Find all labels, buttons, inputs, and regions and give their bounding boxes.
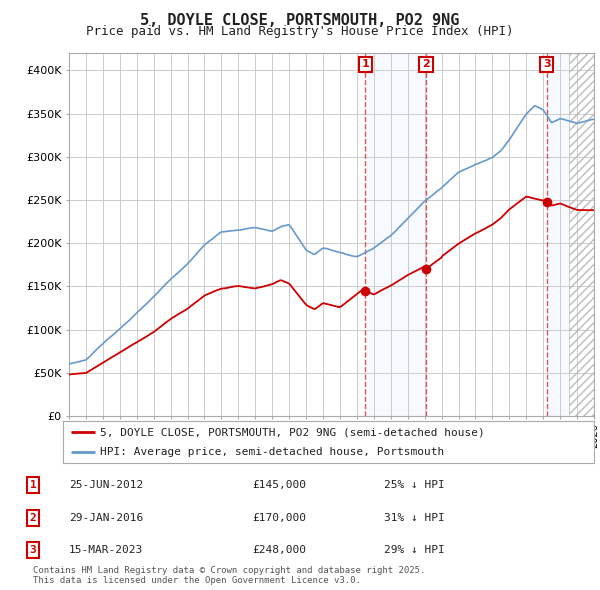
Text: Price paid vs. HM Land Registry's House Price Index (HPI): Price paid vs. HM Land Registry's House …: [86, 25, 514, 38]
Text: 1: 1: [29, 480, 37, 490]
Text: 25% ↓ HPI: 25% ↓ HPI: [384, 480, 445, 490]
Bar: [569, 53, 594, 416]
Text: 1: 1: [361, 60, 369, 70]
Text: 2: 2: [29, 513, 37, 523]
Text: HPI: Average price, semi-detached house, Portsmouth: HPI: Average price, semi-detached house,…: [100, 447, 445, 457]
Text: 29-JAN-2016: 29-JAN-2016: [69, 513, 143, 523]
Text: 2: 2: [422, 60, 430, 70]
Bar: [365, 53, 426, 416]
Text: £170,000: £170,000: [252, 513, 306, 523]
Text: 3: 3: [29, 545, 37, 555]
Text: 15-MAR-2023: 15-MAR-2023: [69, 545, 143, 555]
Text: £248,000: £248,000: [252, 545, 306, 555]
Bar: [547, 53, 569, 416]
Text: Contains HM Land Registry data © Crown copyright and database right 2025.
This d: Contains HM Land Registry data © Crown c…: [33, 566, 425, 585]
Text: 5, DOYLE CLOSE, PORTSMOUTH, PO2 9NG: 5, DOYLE CLOSE, PORTSMOUTH, PO2 9NG: [140, 13, 460, 28]
Text: £145,000: £145,000: [252, 480, 306, 490]
Bar: [569, 53, 594, 416]
Text: 25-JUN-2012: 25-JUN-2012: [69, 480, 143, 490]
Text: 3: 3: [543, 60, 551, 70]
Text: 29% ↓ HPI: 29% ↓ HPI: [384, 545, 445, 555]
Text: 5, DOYLE CLOSE, PORTSMOUTH, PO2 9NG (semi-detached house): 5, DOYLE CLOSE, PORTSMOUTH, PO2 9NG (sem…: [100, 427, 485, 437]
Text: 31% ↓ HPI: 31% ↓ HPI: [384, 513, 445, 523]
